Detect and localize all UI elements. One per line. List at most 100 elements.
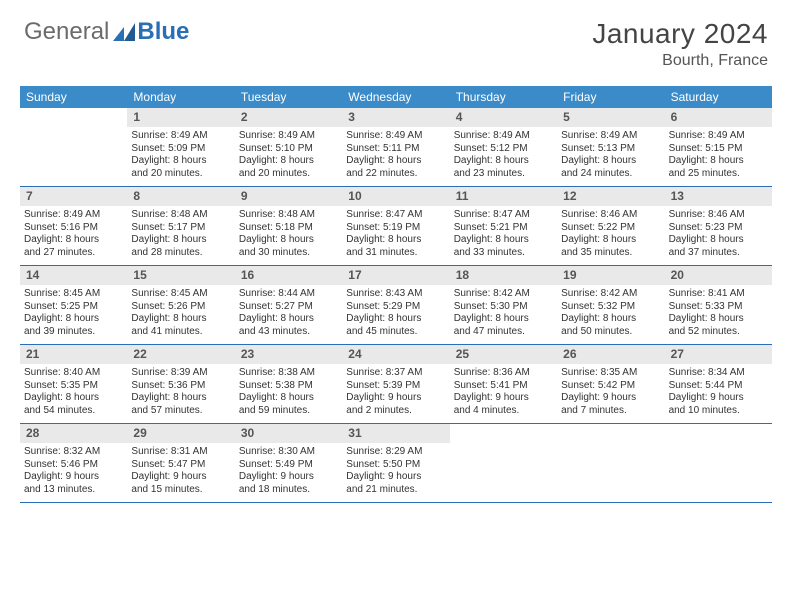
day-number: 16 [235,266,342,285]
daylight-line: Daylight: 9 hours [669,392,768,405]
sunrise-line: Sunrise: 8:32 AM [24,446,123,459]
day-number: 11 [450,187,557,206]
daylight-line: and 10 minutes. [669,405,768,418]
daylight-line: and 21 minutes. [346,484,445,497]
day-cell [665,424,772,502]
sunrise-line: Sunrise: 8:31 AM [131,446,230,459]
weekday-header: Thursday [450,86,557,108]
sunset-line: Sunset: 5:15 PM [669,143,768,156]
day-number: 14 [20,266,127,285]
sunset-line: Sunset: 5:47 PM [131,459,230,472]
sunset-line: Sunset: 5:26 PM [131,301,230,314]
day-number: 25 [450,345,557,364]
daylight-line: and 4 minutes. [454,405,553,418]
daylight-line: and 25 minutes. [669,168,768,181]
sunset-line: Sunset: 5:30 PM [454,301,553,314]
day-cell [557,424,664,502]
sunset-line: Sunset: 5:11 PM [346,143,445,156]
daylight-line: and 52 minutes. [669,326,768,339]
day-number: 21 [20,345,127,364]
daylight-line: and 33 minutes. [454,247,553,260]
daylight-line: Daylight: 8 hours [669,155,768,168]
sunrise-line: Sunrise: 8:49 AM [239,130,338,143]
sunrise-line: Sunrise: 8:47 AM [346,209,445,222]
daylight-line: and 7 minutes. [561,405,660,418]
daylight-line: and 24 minutes. [561,168,660,181]
daylight-line: and 54 minutes. [24,405,123,418]
sunset-line: Sunset: 5:10 PM [239,143,338,156]
day-cell: 4Sunrise: 8:49 AMSunset: 5:12 PMDaylight… [450,108,557,186]
day-cell: 25 Sunrise: 8:36 AMSunset: 5:41 PMDayligh… [450,345,557,423]
daylight-line: Daylight: 8 hours [561,313,660,326]
location: Bourth, France [592,52,768,70]
daylight-line: and 22 minutes. [346,168,445,181]
day-number: 31 [342,424,449,443]
daylight-line: Daylight: 9 hours [131,471,230,484]
day-cell [20,108,127,186]
sunset-line: Sunset: 5:09 PM [131,143,230,156]
calendar: Sunday Monday Tuesday Wednesday Thursday… [20,86,772,503]
sunrise-line: Sunrise: 8:46 AM [669,209,768,222]
day-cell: 18Sunrise: 8:42 AMSunset: 5:30 PMDayligh… [450,266,557,344]
day-number: 6 [665,108,772,127]
day-number: 30 [235,424,342,443]
title-block: January 2024 Bourth, France [592,18,768,70]
weekday-header: Sunday [20,86,127,108]
week-row: 14Sunrise: 8:45 AMSunset: 5:25 PMDayligh… [20,266,772,345]
sunrise-line: Sunrise: 8:42 AM [561,288,660,301]
daylight-line: and 39 minutes. [24,326,123,339]
daylight-line: Daylight: 8 hours [561,155,660,168]
logo: General Blue [24,18,189,46]
day-cell: 1Sunrise: 8:49 AMSunset: 5:09 PMDaylight… [127,108,234,186]
sunset-line: Sunset: 5:35 PM [24,380,123,393]
sunset-line: Sunset: 5:41 PM [454,380,553,393]
sunrise-line: Sunrise: 8:49 AM [669,130,768,143]
sunrise-line: Sunrise: 8:36 AM [454,367,553,380]
sunset-line: Sunset: 5:38 PM [239,380,338,393]
day-number: 24 [342,345,449,364]
daylight-line: Daylight: 8 hours [239,234,338,247]
day-cell: 15Sunrise: 8:45 AMSunset: 5:26 PMDayligh… [127,266,234,344]
sunrise-line: Sunrise: 8:49 AM [24,209,123,222]
day-cell: 27Sunrise: 8:34 AMSunset: 5:44 PMDayligh… [665,345,772,423]
sunrise-line: Sunrise: 8:48 AM [131,209,230,222]
day-cell: 20Sunrise: 8:41 AMSunset: 5:33 PMDayligh… [665,266,772,344]
sunrise-line: Sunrise: 8:29 AM [346,446,445,459]
weekday-header: Friday [557,86,664,108]
sunrise-line: Sunrise: 8:42 AM [454,288,553,301]
daylight-line: Daylight: 8 hours [346,155,445,168]
sunset-line: Sunset: 5:18 PM [239,222,338,235]
daylight-line: and 57 minutes. [131,405,230,418]
sunset-line: Sunset: 5:22 PM [561,222,660,235]
daylight-line: Daylight: 8 hours [239,313,338,326]
logo-text-blue: Blue [137,18,189,46]
sunrise-line: Sunrise: 8:49 AM [561,130,660,143]
sunrise-line: Sunrise: 8:49 AM [131,130,230,143]
daylight-line: Daylight: 8 hours [669,313,768,326]
daylight-line: Daylight: 8 hours [454,155,553,168]
sunset-line: Sunset: 5:27 PM [239,301,338,314]
day-number: 18 [450,266,557,285]
daylight-line: Daylight: 9 hours [346,471,445,484]
weekday-header: Wednesday [342,86,449,108]
daylight-line: and 15 minutes. [131,484,230,497]
daylight-line: Daylight: 9 hours [454,392,553,405]
daylight-line: and 31 minutes. [346,247,445,260]
daylight-line: and 43 minutes. [239,326,338,339]
daylight-line: and 27 minutes. [24,247,123,260]
day-number: 27 [665,345,772,364]
day-cell: 31Sunrise: 8:29 AMSunset: 5:50 PMDayligh… [342,424,449,502]
day-number: 20 [665,266,772,285]
day-cell: 24Sunrise: 8:37 AMSunset: 5:39 PMDayligh… [342,345,449,423]
day-number: 2 [235,108,342,127]
sunset-line: Sunset: 5:13 PM [561,143,660,156]
sunset-line: Sunset: 5:36 PM [131,380,230,393]
daylight-line: and 30 minutes. [239,247,338,260]
daylight-line: and 59 minutes. [239,405,338,418]
sunrise-line: Sunrise: 8:45 AM [24,288,123,301]
day-number: 26 [557,345,664,364]
day-cell: 2Sunrise: 8:49 AMSunset: 5:10 PMDaylight… [235,108,342,186]
sunset-line: Sunset: 5:46 PM [24,459,123,472]
sunrise-line: Sunrise: 8:47 AM [454,209,553,222]
day-number: 10 [342,187,449,206]
